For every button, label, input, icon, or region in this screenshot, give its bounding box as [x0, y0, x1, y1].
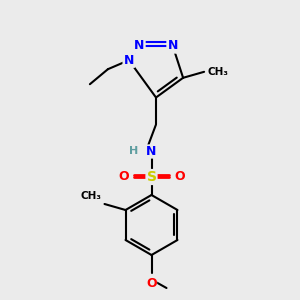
- Text: O: O: [146, 277, 157, 290]
- Text: CH₃: CH₃: [207, 67, 228, 77]
- Text: N: N: [134, 39, 144, 52]
- Text: O: O: [118, 170, 129, 184]
- Text: S: S: [146, 170, 157, 184]
- Text: N: N: [146, 145, 157, 158]
- Text: N: N: [124, 54, 134, 67]
- Text: N: N: [168, 39, 178, 52]
- Text: O: O: [174, 170, 184, 184]
- Text: CH₃: CH₃: [80, 191, 101, 201]
- Text: H: H: [129, 146, 138, 157]
